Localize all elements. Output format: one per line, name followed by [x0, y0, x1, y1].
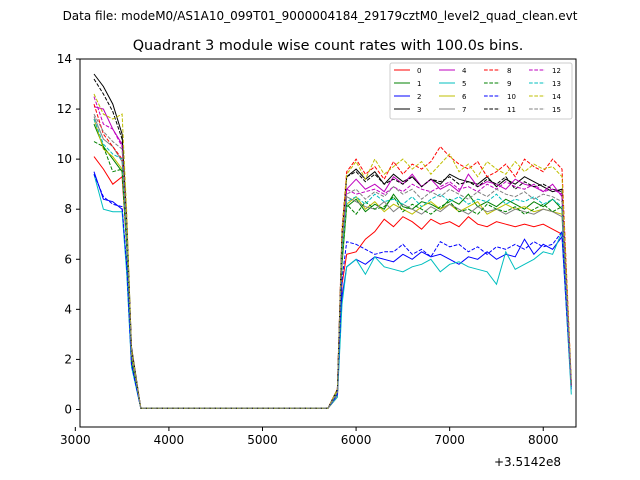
legend-label-13: 13: [552, 80, 561, 88]
legend-label-12: 12: [552, 67, 561, 75]
y-tick-label: 10: [57, 152, 72, 166]
series-line-15: [93, 113, 572, 409]
y-tick-label: 4: [64, 302, 72, 316]
legend-label-0: 0: [417, 67, 421, 75]
x-tick-label: 3000: [60, 433, 91, 447]
series-line-14: [93, 93, 572, 409]
y-tick-label: 14: [57, 52, 72, 66]
legend-label-8: 8: [507, 67, 511, 75]
y-tick-label: 8: [64, 202, 72, 216]
series-line-1: [93, 123, 572, 409]
series-line-13: [93, 118, 572, 409]
legend-label-7: 7: [462, 106, 466, 114]
legend-box: [389, 62, 573, 120]
plot-series: [93, 73, 572, 409]
plot-frame: [79, 58, 577, 428]
series-line-7: [93, 116, 572, 409]
legend-label-1: 1: [417, 80, 421, 88]
legend-label-4: 4: [462, 67, 467, 75]
series-line-10: [93, 174, 572, 409]
y-tick-label: 6: [64, 252, 72, 266]
legend-label-11: 11: [507, 106, 516, 114]
x-tick-label: 8000: [528, 433, 559, 447]
series-line-11: [93, 78, 572, 409]
legend-label-14: 14: [552, 93, 561, 101]
x-axis: 3000 4000 5000 6000 7000 8000: [60, 427, 559, 447]
legend-label-5: 5: [462, 80, 466, 88]
series-line-12: [93, 96, 572, 409]
axes-frame: [79, 58, 577, 428]
x-tick-label: 4000: [154, 433, 185, 447]
legend-label-10: 10: [507, 93, 516, 101]
x-tick-label: 7000: [434, 433, 465, 447]
x-tick-label: 5000: [247, 433, 278, 447]
legend-label-2: 2: [417, 93, 421, 101]
legend-label-9: 9: [507, 80, 511, 88]
series-line-8: [93, 103, 572, 409]
series-line-5: [93, 174, 572, 409]
x-tick-label: 6000: [341, 433, 372, 447]
x-axis-offset-label: +3.5142e8: [494, 455, 561, 469]
series-line-3: [93, 73, 572, 409]
legend-label-6: 6: [462, 93, 467, 101]
chart-title: Quadrant 3 module wise count rates with …: [133, 38, 524, 54]
y-axis: 0 2 4 6 8 10 12 14: [57, 52, 80, 416]
series-line-6: [93, 118, 572, 409]
legend-label-3: 3: [417, 106, 421, 114]
y-tick-label: 2: [64, 352, 72, 366]
chart-suptitle: Data file: modeM0/AS1A10_099T01_90000041…: [63, 9, 578, 23]
legend-label-15: 15: [552, 106, 561, 114]
series-line-0: [93, 156, 572, 409]
y-tick-label: 12: [57, 102, 72, 116]
y-tick-label: 0: [64, 402, 72, 416]
